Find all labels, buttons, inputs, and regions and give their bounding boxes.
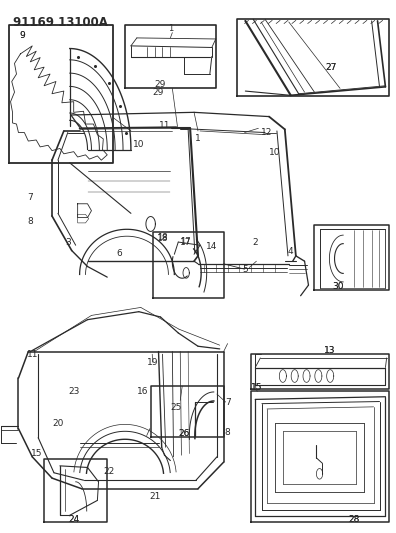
Text: 17: 17 [180,238,191,247]
Text: 15: 15 [30,449,42,458]
Text: 26: 26 [179,430,190,439]
Text: 10: 10 [133,140,145,149]
Text: 20: 20 [52,419,64,428]
Text: 19: 19 [147,358,158,367]
Text: 9: 9 [19,31,25,40]
Text: 91169 13100A: 91169 13100A [13,15,107,29]
Text: 18: 18 [157,235,168,244]
Text: 27: 27 [326,63,337,71]
Text: 2: 2 [252,238,258,247]
Text: 13: 13 [324,346,336,355]
Text: 26: 26 [179,430,190,439]
Text: 1: 1 [195,134,201,143]
Text: 13: 13 [324,346,336,355]
Text: 28: 28 [348,514,360,523]
Text: 1: 1 [168,24,173,33]
Text: 28: 28 [348,514,360,523]
Text: 21: 21 [149,491,160,500]
Text: 29: 29 [153,87,164,96]
Text: 16: 16 [137,387,148,396]
Text: 8: 8 [27,217,33,226]
Text: 24: 24 [68,514,79,523]
Text: 14: 14 [206,242,217,251]
Text: 3: 3 [65,238,70,247]
Text: 15: 15 [251,383,262,392]
Text: 23: 23 [68,387,79,396]
Text: 9: 9 [19,31,25,40]
Text: 7: 7 [27,193,33,202]
Text: 17: 17 [180,237,191,246]
Text: 29: 29 [155,80,166,89]
Text: 18: 18 [157,233,168,243]
Text: 5: 5 [242,265,248,273]
Text: 10: 10 [269,148,281,157]
Text: 25: 25 [171,403,182,412]
Text: 22: 22 [104,467,115,475]
Text: 30: 30 [332,282,344,291]
Text: 7: 7 [225,398,230,407]
Text: 12: 12 [261,128,273,137]
Text: 4: 4 [288,247,293,256]
Text: 6: 6 [116,249,122,258]
Text: 30: 30 [332,282,344,291]
Text: 24: 24 [68,514,79,523]
Text: 15: 15 [251,383,262,392]
Text: 11: 11 [159,121,170,130]
Text: 11: 11 [27,350,39,359]
Text: 8: 8 [225,428,230,437]
Text: 27: 27 [326,63,337,71]
